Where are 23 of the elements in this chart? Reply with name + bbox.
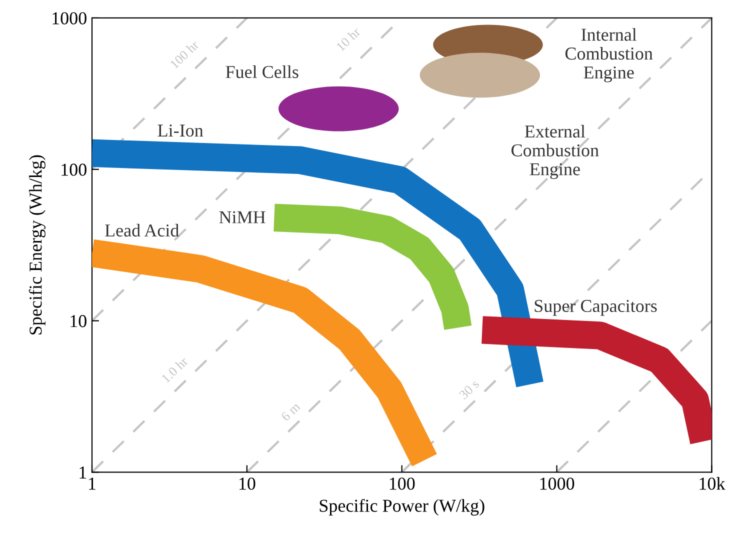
text: 10 hr xyxy=(336,26,362,52)
annotation: Fuel Cells xyxy=(226,65,298,78)
x-axis-title: Specific Power (W/kg) xyxy=(320,498,484,516)
y-tick-label: 100 xyxy=(62,164,86,176)
y-tick-label: 1 xyxy=(80,466,86,478)
series-label: NiMH xyxy=(219,211,266,224)
annotation: External Combustion Engine xyxy=(512,124,599,180)
x-tick-label: 1000 xyxy=(540,478,574,490)
x-tick-label: 10 xyxy=(239,478,256,490)
y-tick-label: 10 xyxy=(70,315,86,328)
series-label: Lead Acid xyxy=(105,224,179,237)
text: 1.0 hr xyxy=(160,356,189,384)
annotation: Internal Combustion Engine xyxy=(565,28,653,82)
x-tick-label: 1 xyxy=(89,478,96,490)
y-tick-label: 1000 xyxy=(52,12,86,24)
x-tick-label: 10k xyxy=(700,477,726,490)
y-axis-title: Specific Energy (Wh/kg) xyxy=(28,155,46,334)
series-label: Super Capacitors xyxy=(534,300,657,316)
series-label: Li-Ion xyxy=(158,124,204,137)
x-tick-label: 100 xyxy=(390,478,415,490)
text: 6 m xyxy=(280,402,301,422)
text: 30 s xyxy=(458,379,480,400)
text: 100 hr xyxy=(169,39,200,69)
